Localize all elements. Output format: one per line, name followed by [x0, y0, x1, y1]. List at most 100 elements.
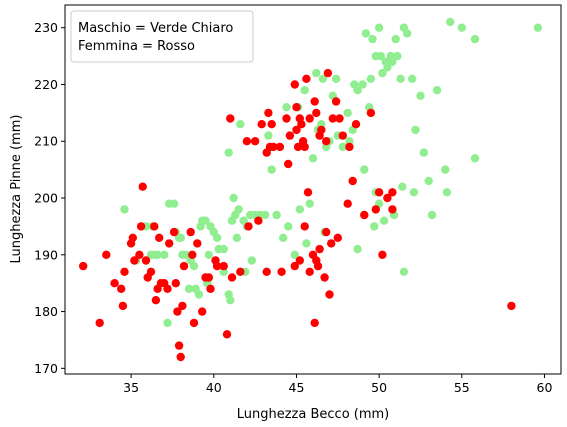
legend-line-female: Femmina = Rosso: [78, 39, 195, 54]
data-point: [206, 284, 215, 293]
data-point: [331, 74, 341, 84]
data-point: [234, 205, 243, 214]
data-point: [318, 74, 328, 84]
data-point: [533, 23, 543, 32]
y-tick-label: 180: [34, 304, 58, 319]
data-point: [282, 103, 291, 112]
data-point: [371, 205, 380, 214]
data-point: [155, 233, 164, 242]
data-point: [284, 222, 293, 231]
data-point: [160, 250, 169, 259]
data-point: [186, 227, 195, 237]
y-tick-label: 190: [34, 247, 58, 262]
data-point: [150, 222, 159, 231]
data-point: [226, 296, 235, 305]
data-point: [242, 137, 252, 146]
data-point: [229, 193, 238, 203]
data-point: [378, 68, 387, 78]
data-point: [212, 233, 222, 242]
data-point: [292, 103, 301, 112]
data-point: [310, 318, 319, 328]
data-point: [411, 125, 420, 135]
data-point: [189, 261, 199, 271]
data-point: [290, 80, 299, 89]
data-point: [419, 148, 428, 157]
data-point: [194, 290, 204, 299]
data-point: [379, 216, 389, 225]
data-point: [282, 114, 291, 123]
data-point: [353, 244, 362, 254]
data-point: [388, 57, 397, 66]
data-point: [331, 97, 341, 106]
data-point: [427, 210, 437, 220]
data-point: [441, 165, 450, 174]
data-point: [290, 250, 299, 259]
data-point: [135, 250, 144, 259]
data-point: [370, 222, 379, 231]
data-point: [442, 188, 452, 197]
data-point: [383, 63, 392, 72]
data-point: [358, 80, 367, 89]
legend-box: [70, 10, 254, 63]
data-point: [254, 216, 263, 225]
data-point: [388, 188, 397, 197]
data-point: [174, 341, 184, 350]
data-point: [293, 142, 303, 152]
data-point: [176, 352, 185, 362]
data-point: [305, 267, 314, 276]
data-point: [130, 256, 139, 265]
data-point: [95, 318, 104, 328]
data-point: [343, 199, 352, 208]
data-point: [312, 108, 321, 118]
data-point: [193, 239, 202, 248]
data-point: [178, 301, 187, 311]
data-point: [279, 233, 288, 242]
data-point: [247, 256, 256, 265]
data-point: [189, 318, 199, 328]
data-point: [212, 261, 222, 271]
data-point: [328, 114, 337, 123]
data-point: [302, 239, 311, 248]
data-point: [257, 120, 266, 129]
data-point: [317, 125, 326, 135]
data-point: [457, 23, 466, 32]
data-point: [236, 120, 245, 129]
data-point: [173, 307, 182, 316]
data-point: [345, 142, 354, 152]
data-point: [396, 74, 405, 84]
data-point: [323, 68, 333, 78]
data-point: [171, 279, 180, 288]
data-point: [146, 267, 156, 276]
data-point: [79, 261, 88, 271]
data-point: [313, 261, 323, 271]
y-tick-label: 220: [34, 77, 58, 92]
data-point: [204, 273, 213, 282]
data-point: [350, 80, 359, 89]
data-point: [117, 284, 126, 293]
data-point: [393, 51, 402, 61]
legend: Maschio = Verde Chiaro Femmina = Rosso: [70, 10, 254, 63]
data-point: [295, 256, 304, 265]
data-point: [391, 34, 400, 44]
data-point: [424, 176, 433, 186]
data-point: [374, 188, 384, 197]
plot-frame: [64, 4, 562, 375]
data-point: [120, 205, 129, 214]
data-point: [305, 114, 314, 123]
data-point: [327, 239, 336, 248]
data-point: [138, 182, 147, 191]
data-point: [284, 159, 293, 169]
data-point: [470, 34, 480, 44]
data-point: [300, 222, 309, 231]
data-point: [403, 29, 412, 38]
data-point: [300, 86, 309, 95]
x-axis-ticks: 35 40 45 50 55 60: [123, 374, 552, 395]
data-point: [315, 244, 324, 254]
data-point: [128, 233, 137, 242]
data-point: [118, 301, 128, 311]
data-point: [201, 216, 210, 225]
data-point: [308, 154, 318, 163]
data-point: [277, 267, 286, 276]
data-point: [198, 307, 207, 316]
